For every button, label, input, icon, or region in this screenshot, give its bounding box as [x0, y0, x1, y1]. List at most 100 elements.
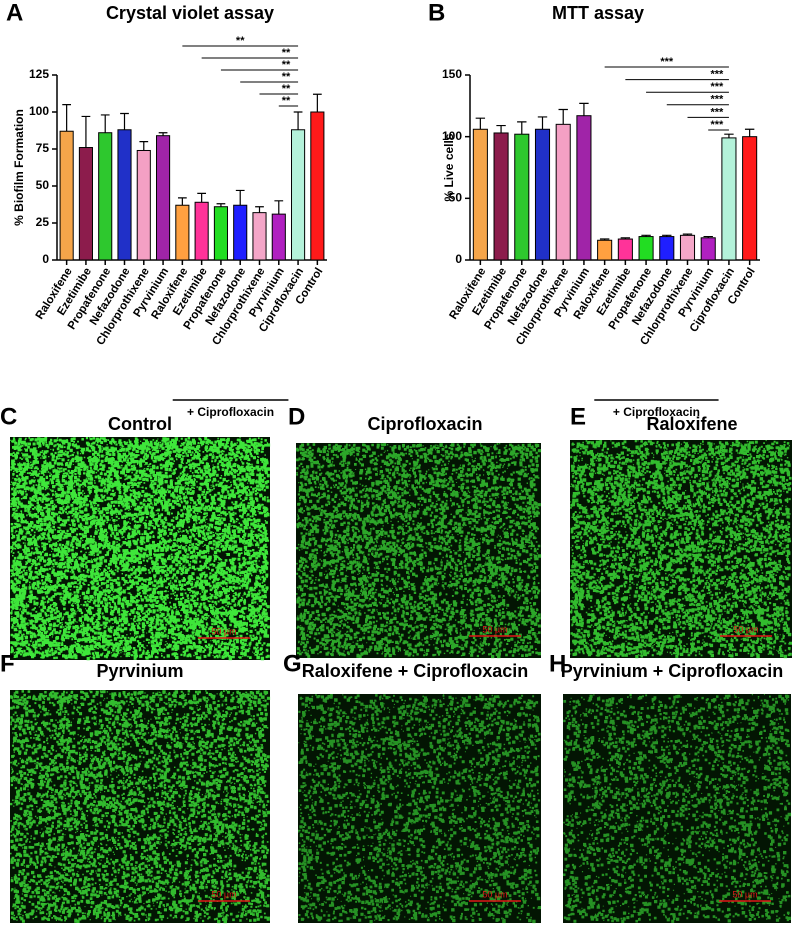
bar — [514, 133, 530, 261]
panel-letter: B — [428, 0, 445, 26]
significance-label: ** — [282, 83, 291, 95]
panel-letter: H — [549, 650, 566, 677]
y-tick-label: 25 — [36, 215, 50, 229]
bar — [291, 129, 306, 261]
scale-bar-label: 50 µm — [211, 626, 236, 636]
panel-letter: D — [288, 403, 305, 430]
significance-label: *** — [660, 56, 674, 68]
bar — [117, 129, 132, 261]
error-bar — [496, 124, 506, 133]
error-bar — [62, 104, 72, 132]
error-bar — [579, 102, 589, 116]
significance-label: *** — [711, 94, 725, 106]
bar — [136, 149, 151, 261]
significance-label: ** — [282, 59, 291, 71]
error-bar — [235, 189, 245, 206]
bar — [597, 239, 613, 261]
error-bar — [216, 203, 226, 207]
scale-bar-label: 50 µm — [211, 889, 236, 899]
significance-label: *** — [711, 119, 725, 131]
panel-title: Raloxifene + Ciprofloxacin — [302, 661, 529, 681]
bar — [534, 128, 551, 261]
panel-letter: F — [0, 650, 15, 677]
scale-bar-label: 50 µm — [732, 889, 757, 899]
scale-bar-label: 50 µm — [482, 889, 507, 899]
y-tick-label: 50 — [449, 191, 463, 205]
microscopy-image — [570, 440, 792, 659]
error-bar — [100, 114, 110, 133]
error-bar — [274, 200, 284, 215]
bar — [700, 237, 716, 261]
error-bar — [312, 93, 322, 112]
microscopy-image — [10, 437, 271, 661]
error-bar — [703, 235, 713, 238]
error-bar — [558, 108, 568, 125]
bar — [252, 212, 267, 261]
bar — [493, 132, 509, 261]
microscopy-image — [296, 443, 542, 659]
group-label: + Ciprofloxacin — [187, 405, 274, 419]
y-tick-label: 150 — [442, 67, 462, 81]
scale-bar-label: 50 µm — [482, 624, 507, 634]
error-bar — [620, 237, 631, 240]
y-tick-label: 100 — [29, 104, 49, 118]
bar — [175, 204, 190, 261]
y-tick-label: 0 — [42, 252, 49, 266]
significance-label: ** — [282, 95, 291, 107]
error-bar — [158, 132, 168, 136]
bar — [78, 147, 93, 261]
green-signal — [10, 690, 271, 924]
y-tick-label: 0 — [455, 252, 462, 266]
panel-title: Pyrvinium — [96, 661, 183, 681]
microscopy-image — [298, 694, 541, 924]
bar — [659, 236, 675, 261]
y-axis-label: % Biofilm Formation — [12, 109, 26, 226]
bar — [721, 137, 737, 261]
bar — [472, 128, 488, 261]
error-bar — [475, 117, 486, 130]
error-bar — [177, 197, 187, 206]
significance-label: *** — [711, 69, 725, 81]
panel-title: Control — [108, 414, 172, 434]
error-bar — [662, 234, 672, 237]
error-bar — [537, 116, 548, 130]
significance-label: *** — [711, 81, 725, 93]
y-tick-label: 50 — [36, 178, 50, 192]
group-label: + Ciprofloxacin — [613, 405, 700, 419]
bar — [59, 130, 74, 261]
panel-title: Raloxifene — [646, 414, 737, 434]
y-tick-label: 125 — [29, 67, 49, 81]
bar — [310, 111, 325, 261]
chart-title: Crystal violet assay — [106, 3, 274, 23]
error-bar — [641, 234, 651, 237]
green-signal — [570, 440, 792, 659]
panel-title: Pyrvinium + Ciprofloxacin — [561, 661, 784, 681]
bar — [194, 201, 209, 261]
y-tick-label: 100 — [442, 129, 462, 143]
chart-title: MTT assay — [552, 3, 644, 23]
microscopy-image — [563, 694, 792, 923]
error-bar — [197, 192, 207, 203]
bar — [555, 123, 571, 261]
green-signal — [298, 694, 541, 924]
bar — [213, 206, 228, 261]
bar — [576, 115, 592, 261]
bar — [271, 213, 286, 261]
bar — [679, 234, 696, 261]
significance-label: ** — [236, 35, 245, 47]
panel-letter: G — [283, 650, 302, 677]
error-bar — [120, 112, 129, 130]
error-bar — [724, 133, 734, 138]
green-signal — [296, 443, 542, 659]
significance-label: ** — [282, 47, 291, 59]
panel-letter: A — [6, 0, 23, 26]
panel-title: Ciprofloxacin — [367, 414, 482, 434]
error-bar — [293, 111, 303, 130]
y-tick-label: 75 — [36, 141, 50, 155]
bar — [617, 238, 633, 261]
panel-letter: C — [0, 403, 17, 430]
significance-label: *** — [711, 106, 725, 118]
microscopy-image — [10, 690, 271, 924]
green-signal — [10, 437, 271, 661]
bar — [638, 236, 654, 261]
